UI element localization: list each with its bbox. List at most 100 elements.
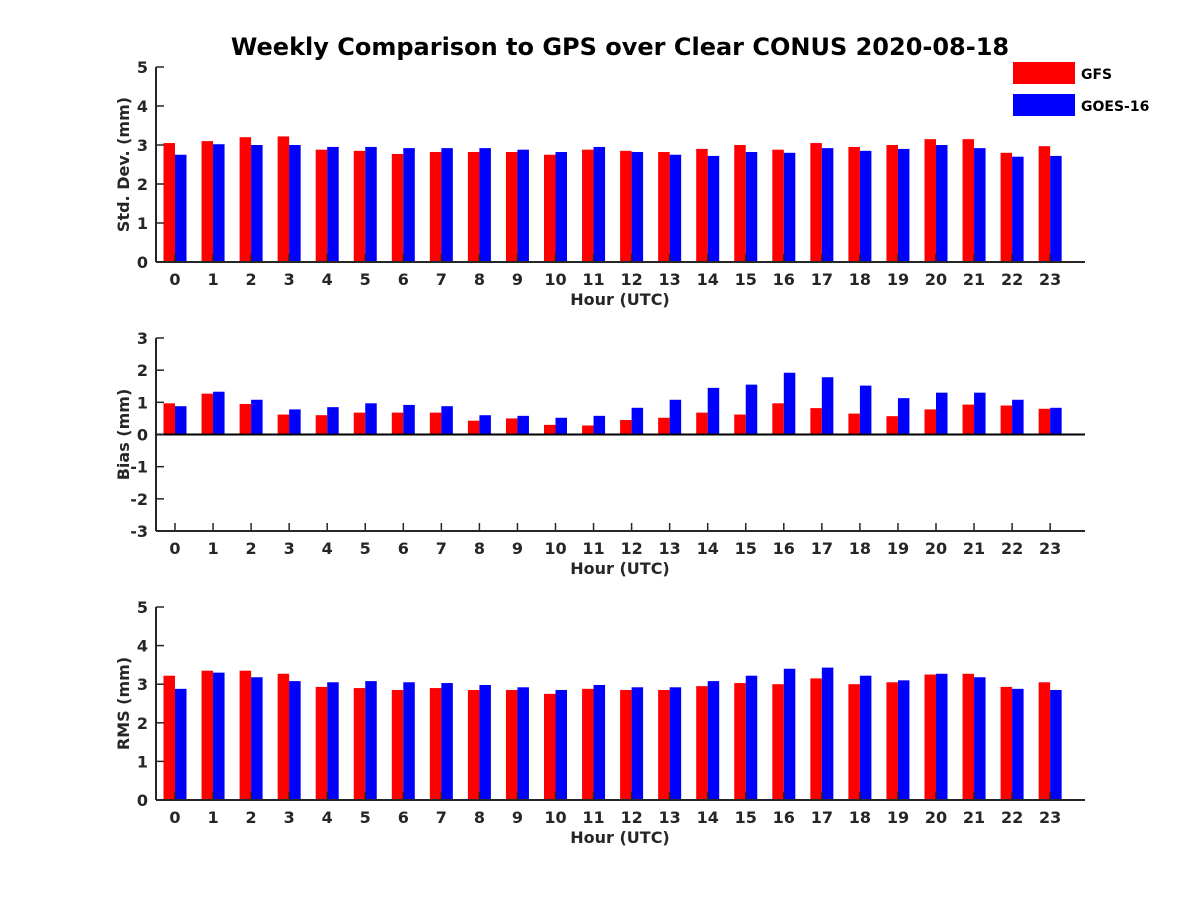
stddev-bar-goes16-7 [441, 148, 453, 262]
rms-xtick-label: 13 [659, 808, 681, 827]
bias-bar-goes16-9 [517, 415, 529, 435]
bias-bar-gfs-5 [353, 412, 366, 435]
rms-bar-goes16-23 [1050, 689, 1062, 800]
bias-bar-gfs-22 [1000, 405, 1013, 435]
rms-bar-goes16-10 [555, 689, 567, 800]
rms-bar-gfs-23 [1038, 682, 1051, 800]
rms-bar-gfs-8 [467, 689, 480, 800]
bias-bar-goes16-18 [859, 385, 872, 435]
stddev-xtick-label: 6 [398, 270, 409, 289]
stddev-bar-goes16-13 [669, 154, 682, 262]
bias-bar-goes16-22 [1012, 399, 1024, 435]
stddev-bar-gfs-8 [467, 152, 480, 262]
bias-bar-gfs-19 [886, 416, 898, 435]
stddev-xtick-label: 7 [436, 270, 447, 289]
bias-bar-goes16-20 [936, 392, 948, 435]
stddev-bar-goes16-11 [593, 146, 606, 262]
stddev-xtick-label: 4 [322, 270, 333, 289]
bias-bar-gfs-7 [429, 412, 442, 435]
bias-xtick-label: 17 [811, 539, 833, 558]
rms-bar-goes16-20 [936, 673, 948, 800]
stddev-bar-goes16-21 [974, 148, 986, 262]
bias-xtick-label: 3 [284, 539, 295, 558]
bias-bar-gfs-4 [315, 415, 328, 435]
rms-ytick-label: 1 [137, 752, 148, 771]
rms-bar-goes16-7 [441, 683, 453, 800]
stddev-bar-goes16-17 [821, 148, 834, 262]
rms-bar-gfs-18 [848, 684, 860, 800]
stddev-bar-goes16-8 [479, 148, 491, 262]
bias-xtick-label: 5 [360, 539, 371, 558]
rms-xtick-label: 3 [284, 808, 295, 827]
bias-xlabel: Hour (UTC) [570, 559, 670, 578]
stddev-bar-goes16-0 [175, 154, 187, 262]
rms-bar-goes16-0 [175, 688, 187, 800]
bias-bar-goes16-14 [707, 387, 720, 435]
rms-xtick-label: 17 [811, 808, 833, 827]
rms-bar-gfs-1 [201, 670, 214, 800]
stddev-bar-goes16-12 [631, 152, 644, 262]
stddev-ytick-label: 3 [137, 136, 148, 155]
bias-bar-goes16-16 [783, 372, 796, 435]
rms-ytick-label: 0 [137, 791, 148, 810]
rms-bar-gfs-2 [239, 670, 252, 800]
bias-bar-goes16-2 [251, 399, 263, 435]
rms-xtick-label: 0 [169, 808, 180, 827]
stddev-bar-gfs-16 [772, 149, 784, 262]
rms-bar-gfs-10 [544, 693, 556, 800]
rms-xtick-label: 16 [773, 808, 795, 827]
bias-bar-gfs-20 [924, 409, 936, 435]
stddev-xlabel: Hour (UTC) [570, 290, 670, 309]
rms-bar-goes16-9 [517, 687, 529, 800]
rms-xtick-label: 18 [849, 808, 871, 827]
rms-bar-gfs-14 [696, 686, 708, 800]
bias-ytick-label: 3 [137, 329, 148, 348]
rms-bar-goes16-18 [859, 675, 872, 800]
rms-bar-goes16-17 [821, 667, 834, 800]
bias-bar-gfs-0 [163, 403, 175, 435]
bias-xtick-label: 23 [1039, 539, 1061, 558]
rms-xtick-label: 9 [512, 808, 523, 827]
rms-bar-gfs-15 [734, 683, 746, 800]
legend-swatch-gfs [1013, 62, 1075, 84]
bias-bar-gfs-18 [848, 413, 860, 435]
stddev-bar-goes16-4 [327, 146, 339, 262]
bias-xtick-label: 1 [207, 539, 218, 558]
bias-bar-goes16-17 [821, 377, 834, 435]
stddev-bar-gfs-23 [1038, 146, 1051, 262]
bias-ytick-label: -3 [130, 522, 148, 541]
bias-bar-gfs-9 [505, 418, 518, 435]
stddev-bar-goes16-9 [517, 149, 529, 262]
stddev-ylabel: Std. Dev. (mm) [114, 97, 133, 232]
rms-xtick-label: 12 [620, 808, 642, 827]
stddev-bar-gfs-2 [239, 137, 252, 262]
bias-xtick-label: 6 [398, 539, 409, 558]
rms-ytick-label: 5 [137, 598, 148, 617]
rms-bar-goes16-6 [403, 682, 415, 800]
stddev-xtick-label: 15 [735, 270, 757, 289]
rms-bar-gfs-6 [391, 689, 404, 800]
bias-xtick-label: 9 [512, 539, 523, 558]
rms-bar-gfs-22 [1000, 686, 1013, 800]
bias-ytick-label: -2 [130, 490, 148, 509]
rms-ylabel: RMS (mm) [114, 657, 133, 750]
rms-bar-gfs-7 [429, 688, 442, 800]
legend: GFS GOES-16 [1013, 62, 1149, 116]
rms-xlabel: Hour (UTC) [570, 828, 670, 847]
rms-xtick-label: 11 [582, 808, 604, 827]
bias-bar-goes16-4 [327, 407, 339, 435]
stddev-bar-goes16-5 [365, 146, 377, 262]
stddev-bar-goes16-10 [555, 152, 567, 262]
bias-bar-goes16-19 [897, 398, 910, 435]
stddev-xtick-label: 5 [360, 270, 371, 289]
rms-bar-goes16-19 [897, 680, 910, 800]
bias-bar-gfs-3 [277, 414, 290, 435]
stddev-bar-gfs-14 [696, 148, 708, 262]
stddev-bar-gfs-6 [391, 153, 404, 262]
bias-bar-gfs-23 [1038, 408, 1051, 435]
stddev-bar-goes16-15 [745, 152, 758, 262]
stddev-bar-gfs-21 [962, 139, 975, 262]
